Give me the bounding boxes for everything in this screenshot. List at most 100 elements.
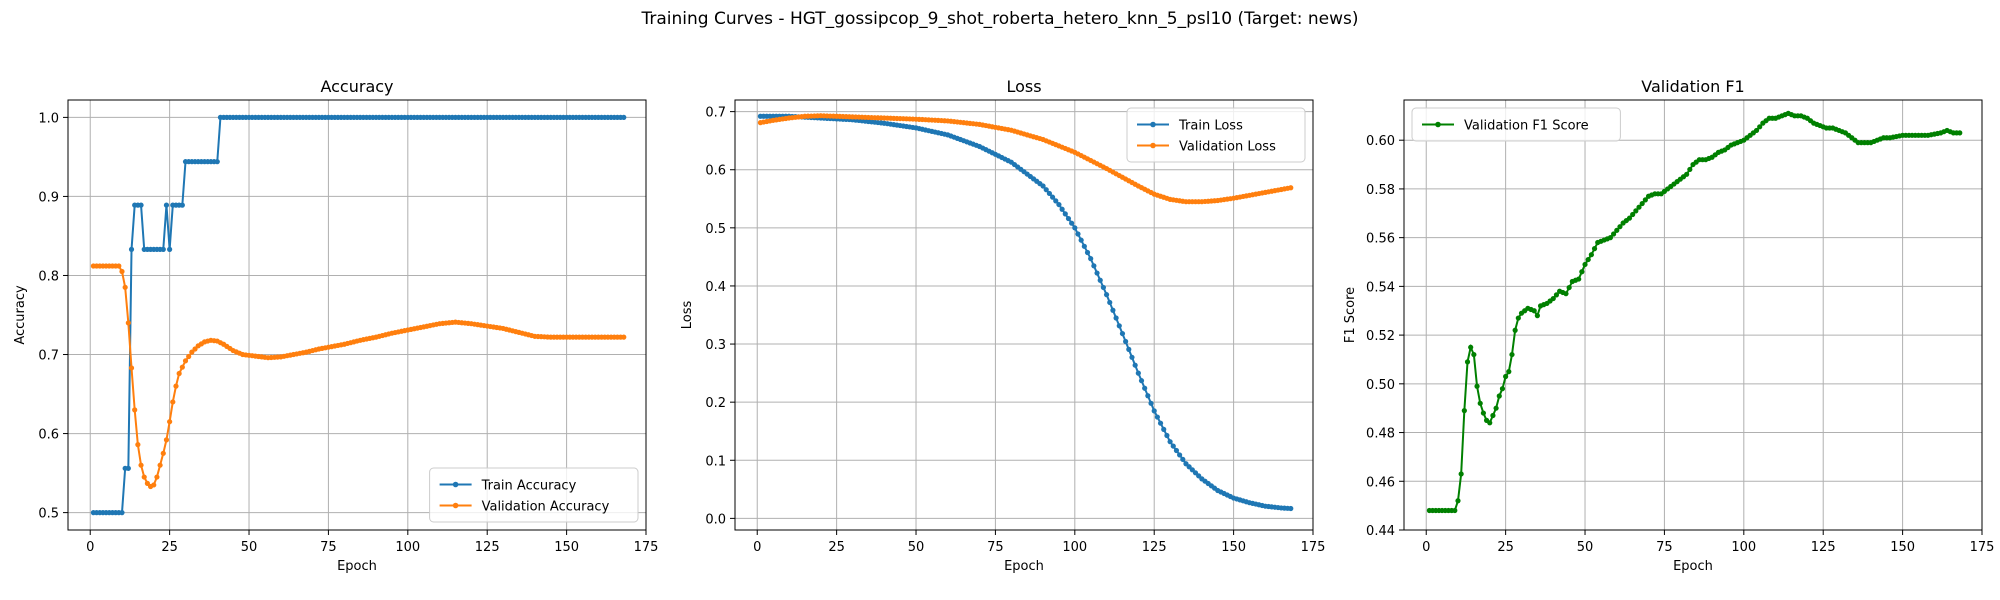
y-axis-label: F1 Score xyxy=(1343,287,1358,343)
data-point-train-loss xyxy=(1154,414,1160,420)
y-tick-label: 0.60 xyxy=(1366,134,1395,149)
data-point-validation-f1-score xyxy=(1642,197,1648,203)
data-point-validation-f1-score xyxy=(1461,408,1467,414)
data-point-validation-f1-score xyxy=(1591,246,1598,252)
data-point-train-loss xyxy=(1040,183,1046,189)
y-tick-label: 0.56 xyxy=(1366,232,1395,247)
data-point-train-accuracy xyxy=(167,246,173,252)
legend-marker-train-accuracy xyxy=(452,481,459,488)
data-point-train-loss xyxy=(1088,256,1094,262)
data-point-validation-f1-score xyxy=(1515,315,1521,321)
data-point-train-loss xyxy=(1062,211,1068,217)
data-point-train-loss xyxy=(1084,249,1091,256)
data-point-train-loss xyxy=(1103,292,1110,298)
data-point-validation-f1-score xyxy=(1509,351,1515,358)
data-point-validation-f1-score xyxy=(1576,276,1582,282)
legend-label-validation-loss: Validation Loss xyxy=(1179,140,1276,155)
data-point-train-loss xyxy=(1078,237,1084,243)
data-point-train-loss xyxy=(1094,270,1100,276)
data-point-validation-f1-score xyxy=(1563,291,1569,297)
data-point-validation-f1-score xyxy=(1617,224,1623,230)
data-point-train-loss xyxy=(1157,420,1164,426)
data-point-train-loss xyxy=(1132,362,1138,368)
data-point-validation-accuracy xyxy=(138,462,144,468)
y-tick-label: 0.50 xyxy=(1366,378,1395,393)
x-tick-label: 0 xyxy=(86,540,94,555)
data-point-train-loss xyxy=(1053,198,1059,204)
x-tick-label: 150 xyxy=(1221,540,1246,555)
legend-label-train-accuracy: Train Accuracy xyxy=(481,479,577,494)
data-point-train-loss xyxy=(1113,315,1119,321)
x-tick-label: 175 xyxy=(634,540,659,555)
data-point-validation-accuracy xyxy=(125,320,131,326)
data-point-validation-f1-score xyxy=(1607,235,1614,241)
data-point-train-loss xyxy=(1180,456,1186,462)
x-tick-label: 150 xyxy=(554,540,579,555)
data-point-train-loss xyxy=(1173,447,1180,454)
data-point-validation-accuracy xyxy=(182,358,189,364)
x-axis-label: Epoch xyxy=(1673,559,1713,574)
data-point-train-loss xyxy=(1075,231,1081,237)
data-point-validation-f1-score xyxy=(1550,295,1556,302)
data-point-validation-f1-score xyxy=(1684,171,1690,177)
legend-marker-train-loss xyxy=(1150,121,1156,128)
legend-marker-validation-loss xyxy=(1150,142,1156,149)
data-point-validation-f1-score xyxy=(1753,127,1760,134)
data-point-validation-accuracy xyxy=(160,450,166,456)
axes-frame xyxy=(1403,99,1983,531)
data-point-train-accuracy xyxy=(163,202,170,208)
data-point-validation-f1-score xyxy=(1468,344,1474,350)
y-tick-label: 0.58 xyxy=(1366,183,1395,198)
data-point-train-loss xyxy=(1119,330,1126,337)
data-point-train-loss xyxy=(1148,400,1154,406)
data-point-train-loss xyxy=(1097,277,1103,283)
data-point-validation-accuracy xyxy=(170,399,176,405)
y-tick-label: 0.6 xyxy=(38,428,59,443)
x-tick-label: 25 xyxy=(161,540,178,555)
data-point-validation-f1-score xyxy=(1458,471,1464,477)
data-point-train-accuracy xyxy=(128,246,135,252)
data-point-validation-accuracy xyxy=(119,268,125,275)
data-point-validation-accuracy xyxy=(189,349,195,355)
data-point-validation-f1-score xyxy=(1566,284,1572,291)
y-tick-label: 0.9 xyxy=(38,190,59,205)
y-tick-label: 0.0 xyxy=(705,512,726,527)
data-point-train-loss xyxy=(1123,338,1129,345)
data-point-validation-accuracy xyxy=(186,353,192,360)
data-point-validation-f1-score xyxy=(1534,313,1540,319)
data-point-train-loss xyxy=(1107,299,1113,306)
x-tick-label: 75 xyxy=(987,540,1004,555)
data-point-validation-f1-score xyxy=(1611,231,1617,237)
data-point-train-loss xyxy=(1151,408,1157,414)
data-point-train-accuracy xyxy=(119,510,125,516)
y-axis-label: Accuracy xyxy=(13,285,28,345)
data-point-train-loss xyxy=(1161,426,1167,432)
data-point-validation-accuracy xyxy=(128,365,135,371)
y-tick-label: 0.5 xyxy=(38,507,59,522)
data-point-train-loss xyxy=(1081,243,1087,249)
data-point-validation-accuracy xyxy=(621,334,627,340)
data-point-validation-f1-score xyxy=(1452,507,1458,514)
data-point-train-loss xyxy=(1043,187,1049,193)
data-point-validation-loss xyxy=(1288,185,1294,191)
data-point-train-loss xyxy=(1059,206,1065,212)
data-point-train-loss xyxy=(1116,323,1122,329)
data-point-validation-f1-score xyxy=(1506,369,1512,375)
y-tick-label: 0.7 xyxy=(38,349,59,364)
data-point-validation-f1-score xyxy=(1633,208,1639,214)
series-line-validation-f1-score xyxy=(1429,112,1960,512)
data-point-train-loss xyxy=(1056,201,1062,208)
x-tick-label: 125 xyxy=(475,540,500,555)
data-point-train-loss xyxy=(1164,432,1170,439)
x-tick-label: 0 xyxy=(1422,540,1430,555)
x-tick-label: 50 xyxy=(908,540,925,555)
data-point-train-loss xyxy=(1142,385,1148,391)
x-tick-label: 75 xyxy=(1656,540,1673,555)
data-point-train-loss xyxy=(1170,443,1176,449)
data-point-validation-f1-score xyxy=(1471,351,1477,358)
data-point-validation-accuracy xyxy=(135,442,141,448)
data-point-validation-f1-score xyxy=(1687,166,1693,173)
data-point-validation-accuracy xyxy=(141,474,147,480)
axes-title: Loss xyxy=(1006,77,1041,96)
